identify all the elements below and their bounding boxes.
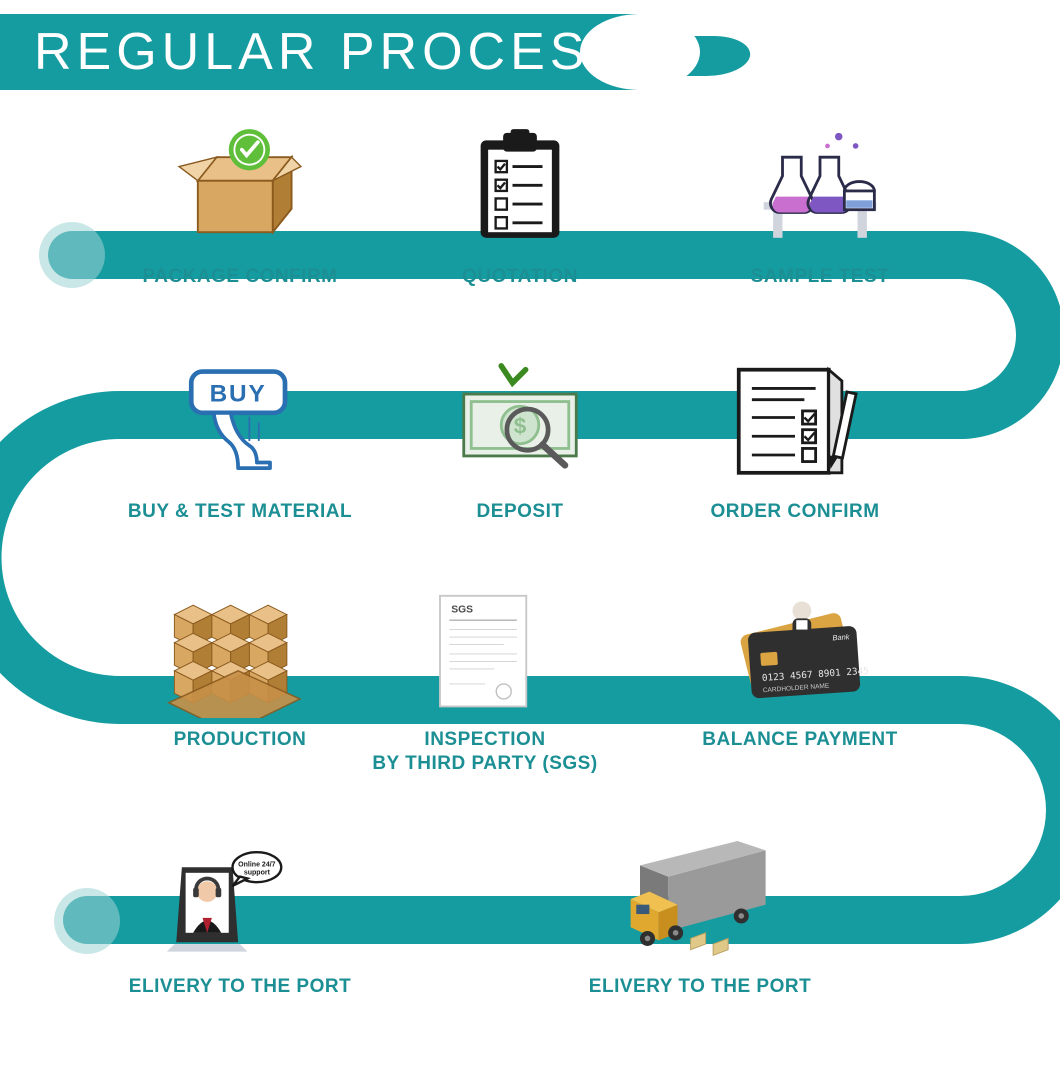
- step-label: INSPECTIONBY THIRD PARTY (SGS): [372, 728, 597, 776]
- step-label: BUY & TEST MATERIAL: [128, 500, 352, 524]
- step-label: ELIVERY TO THE PORT: [129, 975, 351, 999]
- step-balance-payment: BALANCE PAYMENT: [665, 598, 935, 752]
- step-quotation: QUOTATION: [385, 135, 655, 289]
- step-production: PRODUCTION: [105, 598, 375, 752]
- step-label: ELIVERY TO THE PORT: [589, 975, 811, 999]
- step-label: ORDER CONFIRM: [710, 500, 879, 524]
- step-package-confirm: PACKAGE CONFIRM: [105, 135, 375, 289]
- box-check-icon: [165, 135, 315, 255]
- step-label: SAMPLE TEST: [751, 265, 890, 289]
- step-delivery-support: ELIVERY TO THE PORT: [105, 845, 375, 999]
- money-icon: [445, 370, 595, 490]
- support-icon: [165, 845, 315, 965]
- path-start-dot: [39, 222, 105, 288]
- step-buy-test-material: BUY & TEST MATERIAL: [105, 370, 375, 524]
- pallet-icon: [165, 598, 315, 718]
- truck-icon: [625, 845, 775, 965]
- step-label: PACKAGE CONFIRM: [142, 265, 337, 289]
- step-inspection: INSPECTIONBY THIRD PARTY (SGS): [350, 598, 620, 776]
- step-label: PRODUCTION: [174, 728, 307, 752]
- page-title: REGULAR PROCESS: [34, 22, 629, 82]
- step-delivery-truck: ELIVERY TO THE PORT: [565, 845, 835, 999]
- buy-icon: [165, 370, 315, 490]
- document-icon: [410, 598, 560, 718]
- checklist-pencil-icon: [720, 370, 870, 490]
- header-banner: REGULAR PROCESS: [0, 14, 640, 90]
- step-label: BALANCE PAYMENT: [702, 728, 897, 752]
- clipboard-icon: [445, 135, 595, 255]
- step-label: QUOTATION: [462, 265, 578, 289]
- cards-icon: [725, 598, 875, 718]
- step-order-confirm: ORDER CONFIRM: [660, 370, 930, 524]
- step-label: DEPOSIT: [477, 500, 564, 524]
- step-deposit: DEPOSIT: [385, 370, 655, 524]
- step-sample-test: SAMPLE TEST: [685, 135, 955, 289]
- lab-icon: [745, 135, 895, 255]
